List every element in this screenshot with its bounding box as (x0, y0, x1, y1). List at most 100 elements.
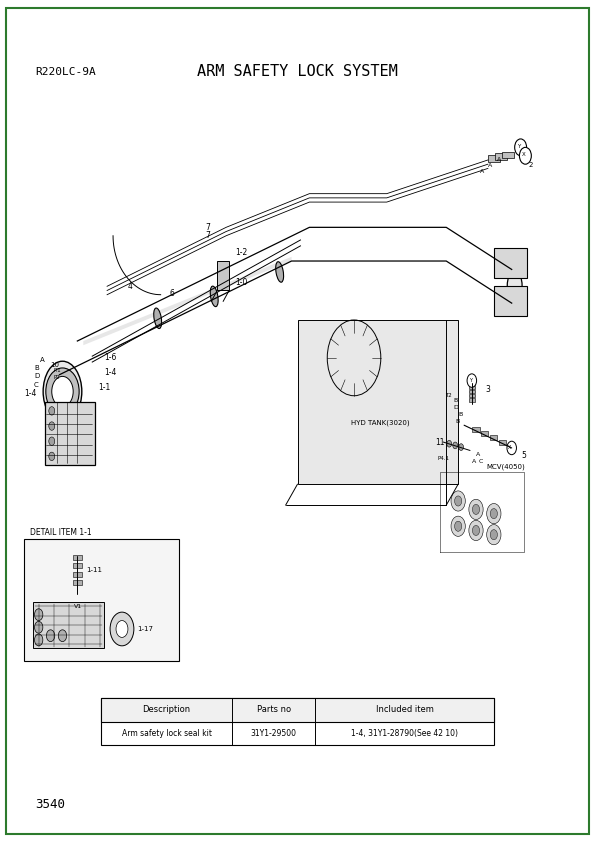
Text: V1: V1 (74, 604, 83, 609)
Text: Description: Description (143, 706, 190, 714)
Bar (298, 320, 458, 484)
Circle shape (459, 444, 464, 450)
Ellipse shape (507, 269, 522, 303)
Text: 4: 4 (128, 282, 133, 290)
Bar (469, 390, 475, 393)
Bar (502, 152, 514, 158)
Circle shape (49, 422, 55, 430)
Text: 1-11: 1-11 (86, 567, 102, 573)
Bar (495, 153, 507, 160)
Text: P4.1: P4.1 (437, 456, 449, 461)
Bar (494, 248, 527, 278)
Bar (73, 555, 82, 560)
Text: MCV(4050): MCV(4050) (487, 463, 525, 470)
Text: T2: T2 (445, 393, 452, 398)
Circle shape (455, 496, 462, 506)
Text: 1-6: 1-6 (104, 354, 117, 362)
Bar (33, 602, 104, 648)
Circle shape (52, 376, 73, 407)
Circle shape (49, 407, 55, 415)
Circle shape (110, 612, 134, 646)
Bar (490, 435, 497, 440)
Bar (73, 563, 82, 568)
Text: B: B (455, 418, 459, 424)
Circle shape (35, 621, 43, 633)
Text: 2: 2 (528, 162, 533, 168)
Text: Arm safety lock seal kit: Arm safety lock seal kit (121, 729, 212, 738)
Text: 7: 7 (205, 223, 210, 232)
Circle shape (451, 491, 465, 511)
Text: 6: 6 (170, 289, 174, 297)
Text: 3: 3 (485, 385, 490, 393)
Text: 1-4: 1-4 (104, 368, 117, 376)
Bar (73, 580, 82, 585)
Text: C: C (34, 381, 39, 388)
Text: D: D (34, 373, 39, 380)
Ellipse shape (210, 286, 218, 306)
Circle shape (35, 634, 43, 646)
Text: A: A (497, 157, 501, 163)
Ellipse shape (43, 361, 82, 422)
Circle shape (490, 530, 497, 540)
Text: B: B (458, 412, 462, 417)
Polygon shape (83, 257, 292, 345)
Circle shape (116, 621, 128, 637)
Bar (469, 381, 475, 385)
Circle shape (35, 609, 43, 621)
Circle shape (49, 437, 55, 445)
Bar (469, 386, 475, 389)
Text: 31Y1-29500: 31Y1-29500 (250, 729, 297, 738)
Bar (472, 427, 480, 432)
Text: A: A (476, 452, 480, 457)
Text: 11: 11 (436, 439, 445, 447)
Circle shape (46, 368, 79, 415)
Circle shape (467, 374, 477, 387)
Circle shape (469, 520, 483, 541)
Ellipse shape (154, 308, 162, 328)
Bar (481, 431, 488, 436)
Text: 7: 7 (205, 232, 210, 240)
Text: A: A (480, 169, 484, 174)
Bar (469, 394, 475, 397)
Text: 1-17: 1-17 (137, 626, 153, 632)
Text: 1-1: 1-1 (98, 383, 111, 392)
Text: ARM SAFETY LOCK SYSTEM: ARM SAFETY LOCK SYSTEM (197, 64, 398, 79)
Bar (24, 539, 179, 661)
Text: 1-0: 1-0 (235, 278, 248, 286)
Text: P.1: P.1 (54, 368, 61, 373)
Circle shape (49, 452, 55, 461)
Text: 1-4: 1-4 (24, 389, 36, 397)
Text: R220LC-9A: R220LC-9A (36, 67, 96, 77)
Circle shape (46, 630, 55, 642)
Bar (73, 572, 82, 577)
Text: Included item: Included item (375, 706, 434, 714)
Text: 3540: 3540 (36, 797, 65, 811)
Text: X: X (522, 152, 525, 157)
Text: Y: Y (517, 144, 521, 149)
Bar (469, 398, 475, 402)
Text: 10: 10 (51, 361, 60, 368)
Text: P2: P2 (54, 375, 60, 380)
Circle shape (453, 442, 458, 449)
Bar (499, 440, 506, 445)
Text: Parts no: Parts no (256, 706, 291, 714)
Circle shape (447, 440, 452, 447)
Text: A: A (488, 163, 492, 168)
Text: X: X (508, 445, 512, 450)
Circle shape (469, 499, 483, 520)
Circle shape (515, 139, 527, 156)
Bar (101, 698, 494, 722)
Bar (101, 698, 494, 745)
Text: D: D (453, 405, 458, 410)
Text: 5: 5 (521, 451, 526, 460)
Circle shape (455, 521, 462, 531)
Circle shape (487, 525, 501, 545)
Circle shape (58, 630, 67, 642)
Circle shape (487, 504, 501, 524)
Text: A: A (40, 356, 45, 363)
Circle shape (472, 504, 480, 514)
Circle shape (507, 441, 516, 455)
Text: 1-2: 1-2 (235, 248, 248, 257)
Text: B: B (453, 398, 458, 403)
Bar (45, 402, 95, 465)
